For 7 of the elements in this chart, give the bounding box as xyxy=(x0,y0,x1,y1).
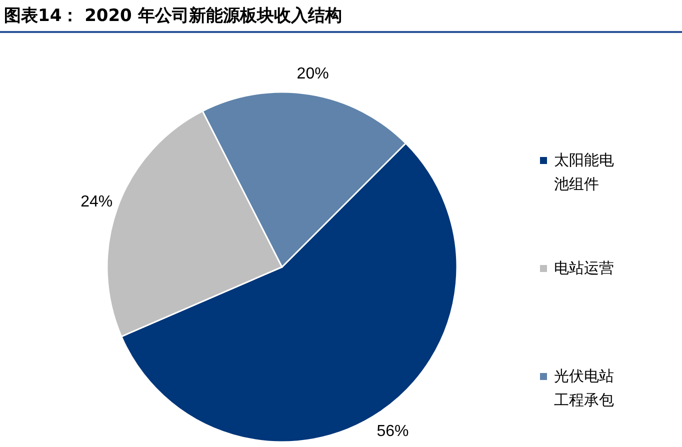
legend-label: 太阳能电池组件 xyxy=(554,150,615,195)
chart-title: 图表14： 2020 年公司新能源板块收入结构 xyxy=(4,5,342,27)
data-label: 20% xyxy=(296,65,329,82)
legend-label: 电站运营 xyxy=(554,258,615,279)
data-label: 24% xyxy=(80,193,113,210)
legend-label: 光伏电站工程承包 xyxy=(554,366,615,411)
data-label: 56% xyxy=(376,422,409,440)
